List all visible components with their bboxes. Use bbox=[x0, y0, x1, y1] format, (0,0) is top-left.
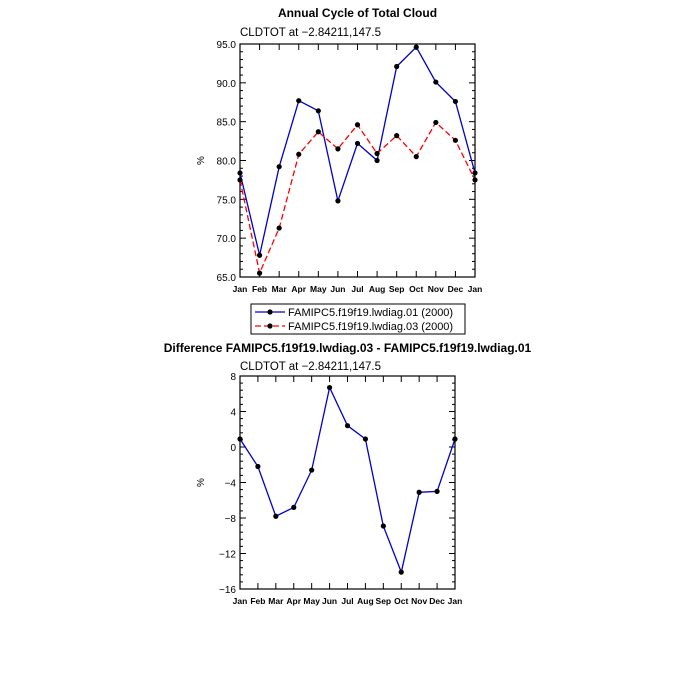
panel2-x-tick-label: Jan bbox=[448, 596, 463, 606]
panel1-x-tick-label: Dec bbox=[448, 284, 464, 294]
panel2-plot-frame bbox=[239, 375, 456, 590]
panel1-series-1-point bbox=[374, 157, 380, 164]
panel2-x-tick-label: Jan bbox=[233, 596, 248, 606]
panel1-series-1-point bbox=[472, 170, 478, 176]
panel1-y-tick-label: 65.0 bbox=[217, 273, 237, 284]
panel1-series-2-point bbox=[335, 146, 341, 152]
panel2-series-1-point bbox=[344, 423, 351, 429]
panel2-series-1-point bbox=[255, 463, 261, 470]
panel1-chart-title: Annual Cycle of Total Cloud bbox=[278, 6, 437, 20]
panel1-x-tick-label: May bbox=[310, 284, 327, 294]
panel1-y-tick-label: 85.0 bbox=[217, 118, 237, 129]
panel1-series-2-point bbox=[296, 151, 302, 157]
panel1-series-2-point bbox=[276, 225, 282, 231]
panel1-series-2-point bbox=[452, 137, 459, 143]
panel2-series-1-point bbox=[309, 467, 315, 473]
panel2-series-1-point bbox=[237, 436, 243, 442]
panel1-y-tick-label: 95.0 bbox=[217, 40, 237, 51]
panel1-y-tick-label: 80.0 bbox=[217, 157, 237, 168]
panel2-x-tick-label: Feb bbox=[250, 596, 265, 606]
panel2-y-tick-label: −16 bbox=[219, 585, 236, 596]
panel1-x-tick-label: Oct bbox=[409, 284, 423, 294]
panel1-y-tick-label: 70.0 bbox=[217, 234, 237, 245]
panel1-legend-label-1: FAMIPC5.f19f19.lwdiag.01 (2000) bbox=[288, 307, 453, 319]
panel1-x-tick-label: Sep bbox=[389, 284, 405, 294]
panel1-series-line-1 bbox=[239, 46, 476, 256]
panel1-y-axis-label: % bbox=[196, 156, 207, 165]
panel1-plot-frame bbox=[239, 43, 476, 278]
panel1-series-1-point bbox=[296, 98, 302, 104]
panel1-series-2-point bbox=[472, 177, 478, 183]
panel1-legend-marker-1 bbox=[267, 309, 273, 315]
panel2-series-1-point bbox=[434, 488, 440, 494]
panel2-chart-title: Difference FAMIPC5.f19f19.lwdiag.03 - FA… bbox=[164, 341, 532, 355]
panel1-chart-subtitle: CLDTOT at −2.84211,147.5 bbox=[240, 27, 381, 39]
panel1-series-2-point bbox=[433, 119, 439, 126]
panel2-series-1-point bbox=[273, 513, 279, 519]
panel1-series-2-point bbox=[256, 270, 263, 276]
panel1-series-1-point bbox=[335, 198, 341, 204]
panel2-y-tick-label: −4 bbox=[225, 479, 237, 490]
panel1-y-tick-label: 90.0 bbox=[217, 79, 237, 90]
panel1-x-tick-label: Aug bbox=[369, 284, 386, 294]
panel1-x-tick-label: Nov bbox=[428, 284, 444, 294]
panel1-series-2-point bbox=[354, 122, 361, 128]
panel2-y-axis-label: % bbox=[196, 478, 207, 487]
panel2-series-1-point bbox=[380, 523, 386, 529]
panel2-y-tick-label: −8 bbox=[225, 514, 237, 525]
panel1-x-tick-label: Feb bbox=[252, 284, 267, 294]
panel1-series-2-point bbox=[237, 177, 243, 183]
panel1-series-1-point bbox=[354, 140, 361, 147]
panel1-x-tick-label: Mar bbox=[272, 284, 288, 294]
panel2-series-1-point bbox=[362, 436, 369, 442]
panel2-x-tick-label: Sep bbox=[376, 596, 392, 606]
panel2-x-tick-label: Apr bbox=[286, 596, 301, 606]
panel1-legend-marker-2 bbox=[267, 323, 273, 329]
panel1-series-1-point bbox=[433, 79, 439, 85]
panel2-y-tick-label: −12 bbox=[219, 550, 236, 561]
panel1-series-2-point bbox=[315, 129, 321, 135]
panel1-series-2-point bbox=[374, 150, 380, 157]
panel2-y-tick-label: 4 bbox=[230, 408, 236, 419]
panel2-chart-subtitle: CLDTOT at −2.84211,147.5 bbox=[240, 361, 381, 373]
panel1-series-1-point bbox=[394, 63, 400, 70]
panel2-y-tick-label: 8 bbox=[230, 372, 236, 383]
panel1-series-1-point bbox=[256, 252, 263, 258]
panel2-x-tick-label: Mar bbox=[268, 596, 284, 606]
panel1-series-1-point bbox=[413, 44, 419, 50]
panel2-y-tick-label: 0 bbox=[230, 443, 236, 454]
panel1-x-tick-label: Jan bbox=[468, 284, 483, 294]
panel1-series-2-point bbox=[413, 154, 419, 160]
panel2-series-1-point bbox=[416, 489, 422, 495]
panel1-x-tick-label: Jun bbox=[330, 284, 345, 294]
panel1-series-2-point bbox=[394, 133, 400, 139]
panel1-series-1-point bbox=[315, 108, 321, 114]
panel2-series-1-point bbox=[291, 504, 297, 510]
panel2-series-1-point bbox=[452, 436, 458, 442]
panel2-series-1-point bbox=[326, 384, 333, 391]
panel1-y-tick-label: 75.0 bbox=[217, 195, 237, 206]
panel1-series-1-point bbox=[452, 98, 459, 105]
panel2-x-tick-label: Oct bbox=[394, 596, 408, 606]
panel2-x-tick-label: Dec bbox=[429, 596, 445, 606]
panel2-x-tick-label: Nov bbox=[411, 596, 427, 606]
panel1-x-tick-label: Jan bbox=[233, 284, 248, 294]
panel1-series-1-point bbox=[276, 164, 282, 170]
panel2-series-line-1 bbox=[239, 385, 456, 575]
panel1-series-1-point bbox=[237, 170, 243, 176]
panel1-legend-box bbox=[250, 303, 466, 335]
panel1-x-tick-label: Jul bbox=[351, 284, 363, 294]
panel1-x-tick-label: Apr bbox=[291, 284, 306, 294]
panel2-x-tick-label: Jun bbox=[322, 596, 337, 606]
panel1-legend-label-2: FAMIPC5.f19f19.lwdiag.03 (2000) bbox=[288, 321, 453, 333]
panel2-x-tick-label: Aug bbox=[357, 596, 374, 606]
panel2-series-1-point bbox=[398, 569, 404, 575]
panel2-x-tick-label: May bbox=[303, 596, 320, 606]
panel2-x-tick-label: Jul bbox=[341, 596, 353, 606]
